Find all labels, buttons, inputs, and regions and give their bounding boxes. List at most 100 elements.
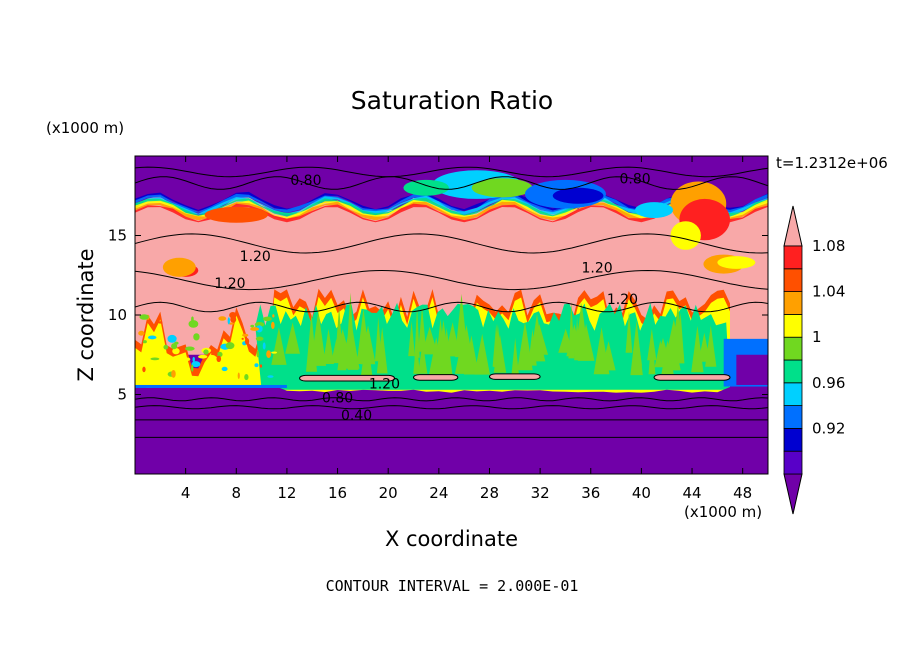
supersaturated-lens (488, 373, 541, 380)
speckle (184, 357, 191, 362)
speckle (188, 320, 199, 328)
x-tick-label: 12 (277, 484, 296, 502)
speckle (139, 314, 149, 320)
contour-line (135, 233, 768, 254)
speckle (255, 336, 264, 341)
y-tick-label: 15 (108, 227, 127, 245)
colorbar-tick-label: 1 (812, 328, 822, 346)
colorbar-band (783, 268, 803, 292)
colorbar-band (783, 336, 803, 361)
colorbar-band (783, 291, 803, 315)
contour-line (135, 166, 768, 178)
x-tick-label: 36 (581, 484, 600, 502)
speckle (227, 317, 230, 325)
moist-cell (204, 206, 268, 223)
colorbar-tick-label: 0.92 (812, 419, 845, 437)
x-tick-label: 40 (632, 484, 651, 502)
updraft-filament (408, 321, 415, 357)
speckle (218, 316, 227, 321)
supersaturated-lens (299, 374, 396, 382)
updraft-filament (418, 306, 427, 352)
right-edge-core (736, 354, 768, 385)
moist-cell (471, 178, 533, 198)
moist-cell (552, 187, 604, 204)
updraft-filament (517, 321, 533, 371)
updraft-filament (306, 313, 317, 372)
updraft-filament (323, 328, 334, 364)
moist-cell (403, 179, 449, 196)
contour-label: 0.80 (619, 171, 650, 187)
updraft-filament (335, 306, 344, 362)
colorbar-band (783, 245, 803, 270)
speckle (225, 342, 235, 350)
speckle (171, 343, 178, 350)
contour-label: 0.40 (341, 408, 372, 424)
contour-labels: 0.80 0.801.201.201.201.201.200.800.40 (214, 171, 650, 424)
speckle (266, 350, 272, 358)
speckle (138, 330, 145, 336)
updraft-filament (705, 325, 717, 367)
speckle (185, 346, 195, 351)
updraft-filament (593, 327, 610, 375)
colorbar-band (783, 382, 803, 406)
speckle (174, 341, 179, 345)
speckle (203, 349, 209, 355)
moist-cell (717, 256, 756, 269)
speckle (191, 361, 201, 368)
speckle (192, 356, 195, 362)
updraft-filament (654, 338, 672, 368)
updraft-filament (511, 338, 519, 375)
updraft-filament (376, 327, 388, 374)
filled-contour-field (135, 156, 768, 474)
speckle (193, 333, 200, 341)
updraft-filament (574, 302, 590, 361)
contour-line (135, 405, 768, 410)
x-tick-label: 28 (480, 484, 499, 502)
speckle (221, 366, 228, 372)
speckle (228, 322, 234, 325)
speckle (262, 316, 272, 322)
y-axis-ticks: 5 10 15 (108, 227, 768, 404)
cloud-base-band (135, 384, 287, 388)
speckle (236, 368, 241, 373)
colorbar-band (783, 359, 803, 384)
updraft-filament (670, 326, 677, 367)
y-tick-label: 10 (108, 306, 127, 324)
speckle (150, 357, 160, 361)
updraft-filament (418, 342, 428, 374)
speckle (272, 314, 275, 318)
speckle (142, 340, 147, 344)
speckle (216, 355, 222, 363)
y-tick-label: 5 (117, 386, 127, 404)
speckle (250, 327, 260, 331)
speckle (254, 363, 259, 368)
moist-cell (162, 257, 196, 277)
speckle (271, 351, 278, 354)
updraft-filament (530, 324, 549, 355)
x-tick-label: 4 (181, 484, 191, 502)
colorbar-tick-label: 1.04 (812, 283, 845, 301)
colorbar-band (783, 405, 803, 429)
contour-line (135, 269, 768, 291)
contour-interval-note: CONTOUR INTERVAL = 2.000E-01 (325, 577, 579, 595)
speckle (167, 334, 177, 343)
updraft-filament (625, 311, 633, 353)
x-axis-ticks: 4 8 12 16 20 24 28 32 36 40 44 48 (181, 156, 752, 502)
speckle (198, 354, 208, 359)
x-axis-unit-label: (x1000 m) (684, 503, 763, 521)
contour-label: 0.80 (322, 391, 353, 407)
x-tick-label: 16 (328, 484, 347, 502)
colorbar-band (783, 450, 803, 475)
contour-label: 0.80 (290, 173, 321, 189)
updraft-filament (414, 305, 420, 358)
speckle (259, 364, 263, 368)
colorbar-max-triangle (783, 205, 803, 247)
x-tick-label: 32 (531, 484, 550, 502)
updraft-filament (558, 328, 574, 353)
contour-label: 1.20 (607, 292, 638, 308)
contour-lines (135, 166, 768, 438)
speckle (142, 366, 146, 373)
colorbar: 0.92 0.96 1 1.04 1.08 (783, 205, 845, 515)
updraft-filament (285, 322, 300, 354)
speckle (271, 321, 275, 330)
